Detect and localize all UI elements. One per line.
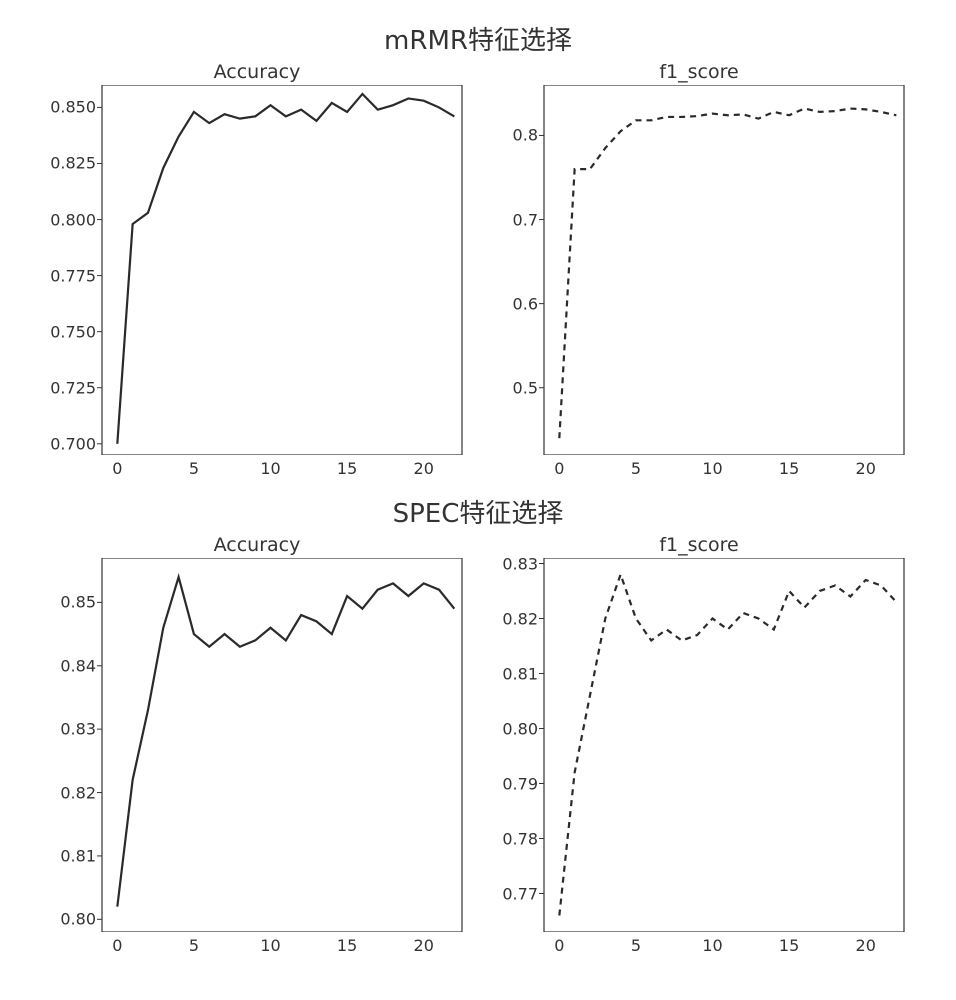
- y-tick-label: 0.80: [502, 719, 538, 738]
- y-tick-label: 0.77: [502, 884, 538, 903]
- x-tick-label: 5: [189, 459, 199, 478]
- data-line: [559, 109, 896, 439]
- plot-svg: [484, 85, 914, 455]
- x-tick-label: 5: [189, 936, 199, 955]
- plot-svg: [484, 558, 914, 932]
- y-tick-label: 0.800: [50, 210, 96, 229]
- plot-area: 0.5 0.6 0.7 0.8 0 5 10 15 20: [484, 85, 914, 489]
- y-tick-label: 0.82: [502, 609, 538, 628]
- x-tick-labels: 0 5 10 15 20: [42, 459, 472, 479]
- x-tick-label: 5: [631, 936, 641, 955]
- y-tick-labels: 0.80 0.81 0.82 0.83 0.84 0.85: [42, 558, 102, 932]
- y-tick-label: 0.82: [60, 783, 96, 802]
- axis-box: [102, 558, 462, 932]
- x-tick-label: 15: [337, 936, 357, 955]
- y-tick-label: 0.80: [60, 910, 96, 929]
- data-line: [559, 575, 896, 916]
- x-tick-label: 10: [702, 936, 722, 955]
- chart-row: Accuracy 0.80 0.81 0.82 0.83 0.84 0.85 0 5 10 15 20…: [20, 534, 936, 966]
- y-tick-label: 0.83: [502, 554, 538, 573]
- x-tick-labels: 0 5 10 15 20: [42, 936, 472, 956]
- chart-title: Accuracy: [214, 61, 301, 83]
- axis-box: [544, 558, 904, 932]
- x-tick-label: 20: [414, 936, 434, 955]
- x-tick-label: 20: [856, 936, 876, 955]
- y-tick-label: 0.775: [50, 266, 96, 285]
- x-tick-label: 15: [779, 936, 799, 955]
- x-tick-label: 0: [554, 459, 564, 478]
- chart-title: f1_score: [659, 61, 738, 83]
- y-tick-label: 0.6: [513, 294, 538, 313]
- x-tick-label: 10: [260, 936, 280, 955]
- x-tick-labels: 0 5 10 15 20: [484, 459, 914, 479]
- y-tick-labels: 0.770.780.790.800.810.820.83: [484, 558, 544, 932]
- figure-root: mRMR特征选择Accuracy0.7000.7250.7500.7750.80…: [20, 20, 936, 966]
- y-tick-label: 0.84: [60, 656, 96, 675]
- chart-title: f1_score: [659, 534, 738, 556]
- plot-area: 0.700 0.725 0.750 0.775 0.800 0.825 0.850 0 5 10 1…: [42, 85, 472, 489]
- y-tick-label: 0.725: [50, 378, 96, 397]
- y-tick-label: 0.81: [60, 846, 96, 865]
- x-tick-label: 0: [112, 936, 122, 955]
- axis-box: [102, 85, 462, 455]
- y-tick-label: 0.83: [60, 720, 96, 739]
- chart-mrmr-accuracy: Accuracy0.7000.7250.7500.7750.8000.8250.…: [42, 61, 472, 489]
- x-tick-labels: 0 5 10 15 20: [484, 936, 914, 956]
- x-tick-label: 10: [702, 459, 722, 478]
- section-1: SPEC特征选择 Accuracy 0.80 0.81 0.82 0.83 0.84 0.85…: [20, 493, 936, 966]
- axis-box: [544, 85, 904, 455]
- chart-row: Accuracy0.7000.7250.7500.7750.8000.8250.…: [20, 61, 936, 489]
- section-title: SPEC特征选择: [20, 493, 936, 530]
- x-tick-label: 15: [337, 459, 357, 478]
- y-tick-label: 0.5: [513, 378, 538, 397]
- x-tick-label: 20: [414, 459, 434, 478]
- data-line: [117, 94, 454, 444]
- section-title: mRMR特征选择: [20, 20, 936, 57]
- chart-spec-f1: f1_score 0.77 0.78 0.79 0.80 0.81 0.82 0.83 0 5 10…: [484, 534, 914, 966]
- x-tick-label: 15: [779, 459, 799, 478]
- plot-svg: [42, 558, 472, 932]
- y-tick-label: 0.850: [50, 98, 96, 117]
- y-tick-label: 0.85: [60, 593, 96, 612]
- y-tick-label: 0.700: [50, 434, 96, 453]
- y-tick-label: 0.7: [513, 210, 538, 229]
- y-tick-label: 0.8: [513, 126, 538, 145]
- x-tick-label: 0: [112, 459, 122, 478]
- y-tick-label: 0.78: [502, 829, 538, 848]
- y-tick-label: 0.79: [502, 774, 538, 793]
- section-0: mRMR特征选择Accuracy0.7000.7250.7500.7750.80…: [20, 20, 936, 489]
- plot-area: 0.770.780.790.800.810.820.8305101520: [484, 558, 914, 966]
- plot-svg: [42, 85, 472, 455]
- y-tick-labels: 0.5 0.6 0.7 0.8: [484, 85, 544, 455]
- plot-area: 0.80 0.81 0.82 0.83 0.84 0.85 0 5 10 15 20: [42, 558, 472, 966]
- x-tick-label: 10: [260, 459, 280, 478]
- x-tick-label: 5: [631, 459, 641, 478]
- chart-mrmr-f1: f1_score 0.5 0.6 0.7 0.8 0 5 10 15 20: [484, 61, 914, 489]
- y-tick-label: 0.825: [50, 154, 96, 173]
- y-tick-labels: 0.700 0.725 0.750 0.775 0.800 0.825 0.850: [42, 85, 102, 455]
- y-tick-label: 0.750: [50, 322, 96, 341]
- x-tick-label: 0: [554, 936, 564, 955]
- chart-spec-accuracy: Accuracy 0.80 0.81 0.82 0.83 0.84 0.85 0 5 10 15 20: [42, 534, 472, 966]
- y-tick-label: 0.81: [502, 664, 538, 683]
- chart-title: Accuracy: [214, 534, 301, 556]
- x-tick-label: 20: [856, 459, 876, 478]
- data-line: [117, 577, 454, 907]
